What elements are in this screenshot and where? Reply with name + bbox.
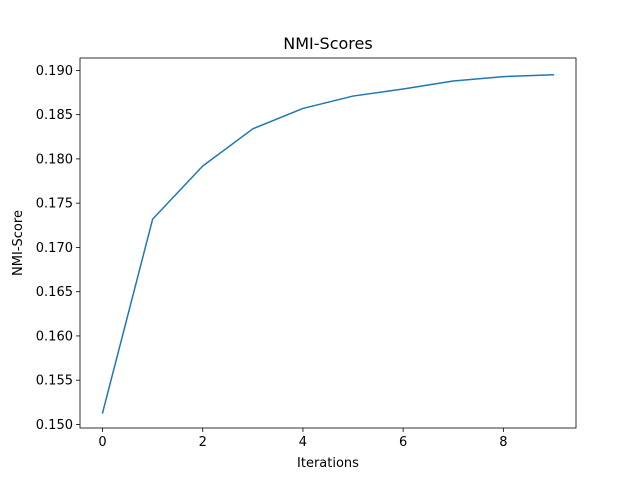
plot-frame: [79, 57, 577, 429]
y-tick-label-4: 0.170: [36, 241, 73, 256]
series-line-0: [101, 74, 555, 414]
plot-area: 0 2 4 6 8 0.150 0.155 0.160 0.165 0.170 0.175 0.180…: [36, 57, 577, 450]
x-axis-label: Iterations: [297, 456, 359, 471]
y-axis-label: NMI-Score: [11, 210, 26, 276]
x-tick-label-0: 0: [98, 435, 106, 450]
x-tick-label-8: 8: [499, 435, 507, 450]
y-tick-label-8: 0.190: [36, 64, 73, 79]
y-tick-label-5: 0.175: [36, 197, 73, 212]
x-tick-label-4: 4: [299, 435, 307, 450]
y-tick-label-6: 0.180: [36, 152, 73, 167]
y-tick-label-7: 0.185: [36, 108, 73, 123]
y-tick-label-3: 0.165: [36, 285, 73, 300]
x-tick-label-6: 6: [399, 435, 407, 450]
y-tick-label-0: 0.150: [36, 418, 73, 433]
y-tick-label-1: 0.155: [36, 374, 73, 389]
y-tick-label-2: 0.160: [36, 329, 73, 344]
chart-title: NMI-Scores: [283, 34, 372, 53]
x-tick-label-2: 2: [199, 435, 207, 450]
